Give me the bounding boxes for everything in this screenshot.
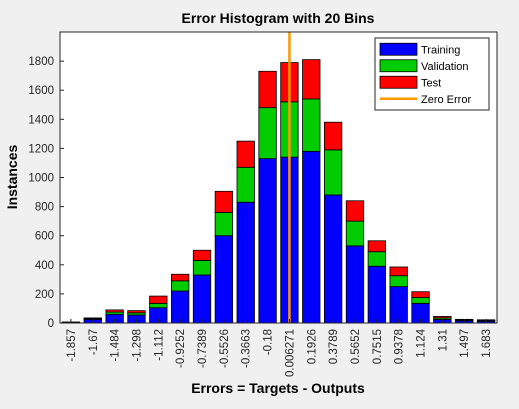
bar-test-7 (215, 191, 232, 212)
legend-swatch-validation (380, 60, 417, 72)
x-tick-label: -0.7389 (197, 329, 209, 368)
bar-test-4 (150, 296, 167, 303)
bar-training-6 (193, 275, 210, 323)
legend-label: Zero Error (421, 94, 471, 106)
x-tick-label: -1.298 (131, 329, 143, 362)
bar-test-14 (368, 241, 385, 252)
bar-validation-15 (390, 276, 407, 287)
x-tick-label: 0.006271 (284, 329, 296, 377)
bar-training-12 (324, 195, 341, 323)
legend-label: Validation (421, 61, 469, 73)
x-tick-label: -1.484 (110, 328, 122, 361)
y-tick-label: 600 (35, 231, 54, 243)
bar-training-11 (303, 151, 320, 323)
bar-test-2 (106, 310, 123, 312)
x-tick-label: -0.18 (263, 329, 275, 355)
x-tick-label: 1.31 (437, 329, 449, 351)
bar-test-16 (412, 292, 429, 298)
y-tick-label: 1000 (28, 173, 54, 185)
y-tick-label: 400 (35, 260, 54, 272)
x-tick-label: 0.7515 (372, 329, 384, 364)
bar-training-8 (237, 202, 254, 323)
bar-test-13 (346, 201, 363, 221)
x-tick-label: 1.683 (481, 329, 493, 358)
y-tick-label: 200 (35, 289, 54, 301)
x-tick-label: 0.1926 (306, 329, 318, 364)
bar-test-6 (193, 250, 210, 260)
bar-training-14 (368, 266, 385, 323)
x-axis-label: Errors = Targets - Outputs (191, 380, 365, 396)
x-tick-label: 1.497 (459, 329, 471, 358)
x-tick-label: 0.5652 (350, 329, 362, 364)
bar-test-3 (128, 311, 145, 313)
x-tick-label: -1.857 (66, 329, 78, 362)
legend: Training Validation Test Zero Error (375, 38, 489, 110)
bar-test-1 (84, 318, 101, 319)
x-tick-label: -0.5526 (219, 329, 231, 368)
bar-training-9 (259, 159, 276, 323)
x-tick-label: 0.9378 (394, 329, 406, 364)
legend-label: Training (421, 44, 460, 56)
bar-test-8 (237, 141, 254, 167)
bar-test-17 (434, 316, 451, 317)
x-tick-label: 1.124 (416, 328, 428, 357)
bar-validation-9 (259, 108, 276, 159)
legend-label: Test (421, 77, 441, 89)
y-tick-label: 1600 (28, 85, 54, 97)
x-tick-label: -1.67 (88, 329, 100, 355)
y-tick-label: 1400 (28, 114, 54, 126)
bar-test-9 (259, 71, 276, 107)
bar-validation-12 (324, 150, 341, 195)
bar-training-5 (171, 291, 188, 323)
legend-swatch-training (380, 43, 417, 55)
bar-validation-16 (412, 298, 429, 304)
bar-validation-13 (346, 221, 363, 246)
bar-validation-8 (237, 167, 254, 202)
bar-training-13 (346, 246, 363, 323)
chart-title: Error Histogram with 20 Bins (182, 10, 375, 26)
x-tick-label: -0.9252 (175, 329, 187, 368)
bar-training-7 (215, 236, 232, 323)
bar-training-15 (390, 287, 407, 323)
bar-test-11 (303, 60, 320, 99)
bar-validation-4 (150, 303, 167, 307)
y-tick-label: 1200 (28, 143, 54, 155)
y-tick-label: 800 (35, 202, 54, 214)
bar-validation-11 (303, 99, 320, 151)
bar-test-12 (324, 122, 341, 150)
bar-validation-5 (171, 281, 188, 291)
y-tick-label: 0 (48, 318, 54, 330)
bar-validation-6 (193, 260, 210, 275)
bar-test-15 (390, 267, 407, 276)
x-tick-label: -1.112 (153, 329, 165, 361)
x-tick-label: -0.3663 (241, 329, 253, 368)
x-tick-label: 0.3789 (328, 329, 340, 364)
bar-validation-14 (368, 252, 385, 267)
bar-test-5 (171, 274, 188, 281)
y-axis-label: Instances (4, 144, 20, 209)
bar-validation-7 (215, 212, 232, 235)
legend-swatch-test (380, 76, 417, 88)
y-tick-label: 1800 (28, 56, 54, 68)
